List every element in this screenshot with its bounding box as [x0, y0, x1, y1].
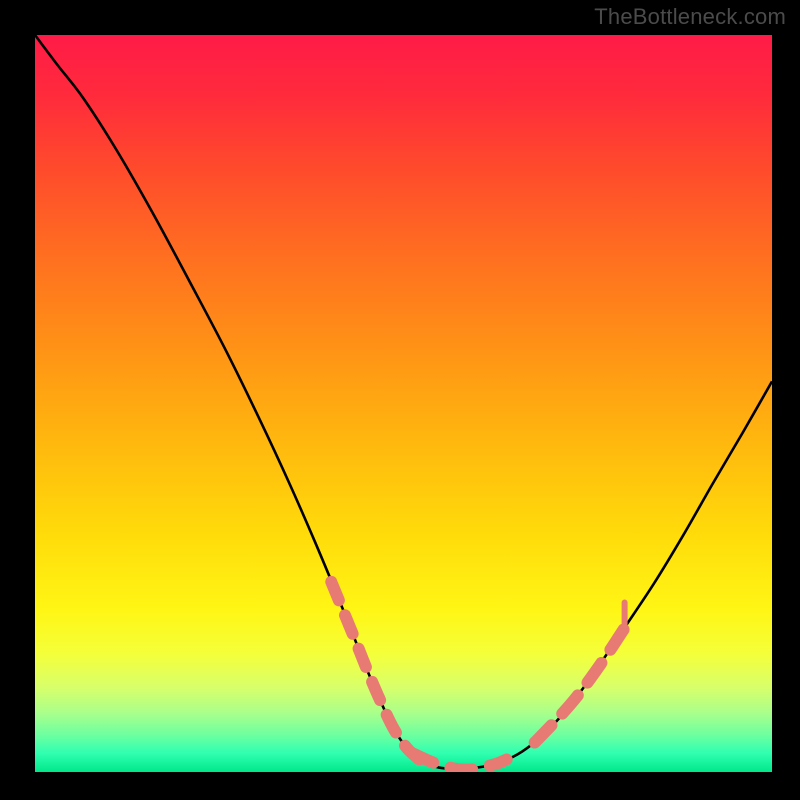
plot-area — [35, 35, 772, 772]
watermark-text: TheBottleneck.com — [594, 4, 786, 30]
right-dash-overlay — [535, 625, 627, 743]
chart-container: TheBottleneck.com — [0, 0, 800, 800]
left-dash-overlay — [331, 582, 422, 762]
right-curve — [455, 381, 772, 769]
bottom-dash-overlay — [413, 754, 507, 770]
left-curve — [35, 35, 455, 769]
curves-layer — [35, 35, 772, 772]
